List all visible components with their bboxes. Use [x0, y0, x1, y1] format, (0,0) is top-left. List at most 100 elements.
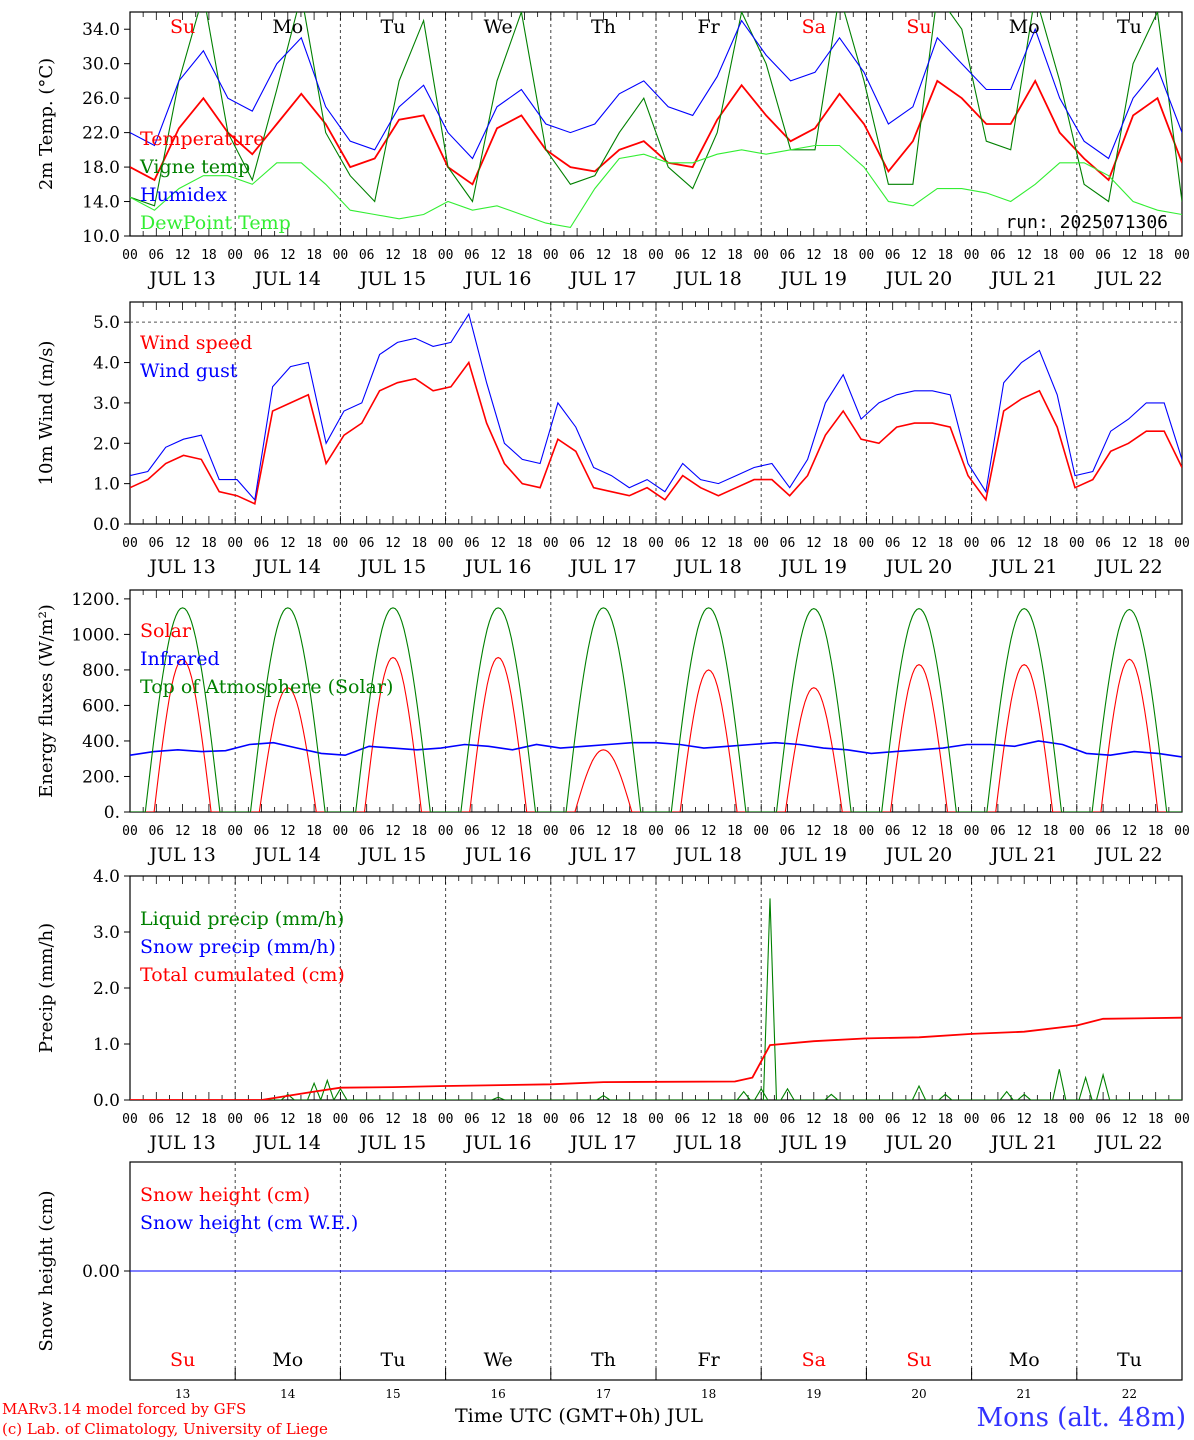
hour-tick-label: 12: [806, 248, 822, 263]
series-liquid-precip-mm-h: [130, 898, 1182, 1100]
y-tick-label: 800.: [82, 661, 120, 681]
hour-tick-label: 12: [385, 248, 401, 263]
panel-snow: [124, 1161, 1183, 1381]
hour-tick-label: 18: [937, 536, 953, 551]
date-label: JUL 20: [884, 844, 952, 866]
hour-tick-label: 12: [596, 536, 612, 551]
y-axis-label: 10m Wind (m/s): [36, 341, 57, 486]
hour-tick-label: 18: [622, 824, 638, 839]
hour-tick-label: 18: [727, 824, 743, 839]
hour-tick-label: 12: [490, 536, 506, 551]
hour-tick-label: 18: [727, 536, 743, 551]
y-tick-label: 22.0: [82, 124, 120, 144]
hour-tick-label: 12: [175, 824, 191, 839]
hour-tick-label: 18: [622, 1112, 638, 1127]
hour-tick-label: 00: [648, 536, 664, 551]
hour-tick-label: 18: [1043, 824, 1059, 839]
hour-tick-label: 12: [911, 824, 927, 839]
series-dewpoint-temp: [130, 144, 1182, 229]
hour-tick-label: 18: [306, 536, 322, 551]
hour-tick-label: 18: [306, 824, 322, 839]
hour-tick-label: 18: [517, 248, 533, 263]
hour-tick-label: 18: [411, 248, 427, 263]
hour-tick-label: 12: [701, 536, 717, 551]
day-abbr: Sa: [802, 1349, 826, 1371]
hour-tick-label: 12: [1122, 248, 1138, 263]
hour-tick-label: 18: [517, 1112, 533, 1127]
hour-tick-label: 06: [674, 824, 690, 839]
hour-tick-label: 12: [280, 1112, 296, 1127]
hour-tick-label: 00: [648, 1112, 664, 1127]
hour-tick-label: 06: [1095, 248, 1111, 263]
hour-tick-label: 12: [1016, 536, 1032, 551]
hour-tick-label: 12: [280, 248, 296, 263]
hour-tick-label: 00: [964, 824, 980, 839]
date-label: JUL 21: [989, 1132, 1057, 1154]
y-tick-label: 2.0: [93, 979, 120, 999]
hour-tick-label: 12: [490, 248, 506, 263]
y-tick-label: 3.0: [93, 394, 120, 414]
day-abbr: Th: [591, 1349, 616, 1371]
series-temperature: [130, 78, 1182, 186]
hour-tick-label: 06: [569, 248, 585, 263]
date-label: JUL 14: [253, 556, 321, 578]
date-label: JUL 18: [673, 556, 741, 578]
date-label: JUL 21: [989, 556, 1057, 578]
hour-tick-label: 00: [1069, 824, 1085, 839]
day-abbr: Mo: [272, 16, 303, 38]
hour-tick-label: 00: [333, 536, 349, 551]
panel-wind: [124, 301, 1183, 525]
y-tick-label: 200.: [82, 767, 120, 787]
day-abbr: We: [484, 1349, 513, 1371]
legend-entry: Snow precip (mm/h): [140, 936, 336, 958]
date-label: JUL 22: [1094, 556, 1162, 578]
hour-tick-label: 18: [832, 1112, 848, 1127]
day-abbr: Mo: [1009, 16, 1040, 38]
hour-tick-label: 18: [411, 536, 427, 551]
y-tick-label: 30.0: [82, 55, 120, 75]
day-abbr: Mo: [272, 1349, 303, 1371]
series-infrared: [130, 740, 1182, 758]
date-label: JUL 21: [989, 268, 1057, 290]
series-group: [130, 312, 1182, 505]
date-label: JUL 15: [358, 556, 426, 578]
legend-entry: Wind gust: [140, 360, 238, 382]
hour-tick-label: 00: [438, 1112, 454, 1127]
hour-tick-label: 12: [1122, 536, 1138, 551]
hour-tick-label: 18: [1148, 248, 1164, 263]
hour-tick-label: 18: [622, 248, 638, 263]
date-label: JUL 16: [463, 268, 531, 290]
hour-tick-label: 00: [438, 824, 454, 839]
hour-tick-label: 06: [990, 824, 1006, 839]
panel-energy: [124, 589, 1183, 813]
day-number: 22: [1122, 1387, 1137, 1401]
date-label: JUL 17: [568, 1132, 636, 1154]
panel-precip: [124, 875, 1183, 1101]
hour-tick-label: 06: [885, 824, 901, 839]
hour-tick-label: 06: [148, 248, 164, 263]
legend-entry: Top of Atmosphere (Solar): [140, 676, 393, 698]
date-label: JUL 19: [779, 268, 847, 290]
y-tick-label: 1.0: [93, 475, 120, 495]
y-tick-label: 14.0: [82, 193, 120, 213]
day-number: 20: [911, 1387, 926, 1401]
hour-tick-label: 18: [832, 248, 848, 263]
hour-tick-label: 18: [201, 1112, 217, 1127]
date-label: JUL 13: [147, 1132, 215, 1154]
hour-tick-label: 06: [359, 536, 375, 551]
credits: MARv3.14 model forced by GFS (c) Lab. of…: [2, 1399, 328, 1439]
day-number: 18: [701, 1387, 716, 1401]
hour-tick-label: 00: [122, 824, 138, 839]
hour-tick-label: 00: [122, 536, 138, 551]
run-label: run: 2025071306: [1005, 212, 1168, 233]
hour-tick-label: 00: [648, 248, 664, 263]
day-abbr: Fr: [697, 1349, 720, 1371]
hour-tick-label: 12: [911, 248, 927, 263]
hour-tick-label: 00: [543, 824, 559, 839]
hour-tick-label: 00: [1174, 1112, 1190, 1127]
hour-tick-label: 06: [254, 248, 270, 263]
hour-tick-label: 12: [911, 1112, 927, 1127]
hour-tick-label: 00: [227, 824, 243, 839]
panel-temp: [124, 11, 1183, 237]
date-label: JUL 16: [463, 556, 531, 578]
